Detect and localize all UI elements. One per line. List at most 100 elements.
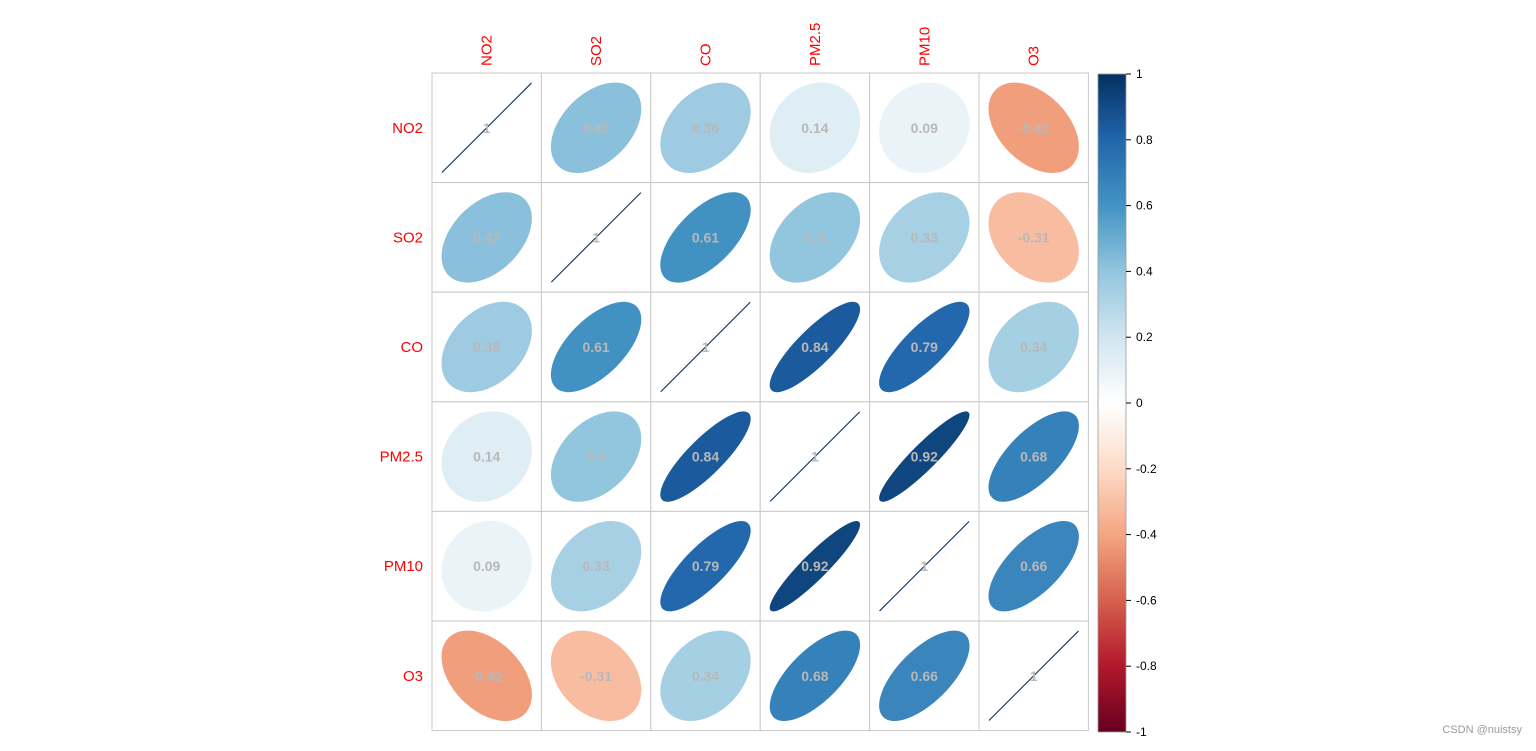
- correlation-ellipse: [879, 521, 970, 612]
- correlation-ellipse: [441, 82, 532, 173]
- correlation-ellipse: [879, 301, 970, 393]
- correlation-ellipse: [441, 521, 532, 612]
- correlation-ellipse: [988, 82, 1079, 174]
- row-label: SO2: [393, 229, 423, 246]
- correlation-ellipse: [660, 411, 751, 502]
- correlation-ellipse: [879, 630, 970, 722]
- colorbar-tick-label: -0.4: [1136, 528, 1157, 542]
- correlation-coefficient: 0.79: [911, 339, 938, 355]
- matrix-cells: 1 0.42 0.36 0.14 0.09 -0.42 0.42 1 0.61 0.4 0.33 -0…: [431, 72, 1089, 732]
- correlation-coefficient: 0.84: [692, 449, 719, 465]
- correlation-coefficient: 0.33: [911, 229, 938, 245]
- correlation-ellipse: [879, 192, 970, 283]
- correlation-ellipse: [660, 192, 751, 283]
- correlation-ellipse: [879, 411, 970, 502]
- correlation-coefficient: 0.36: [692, 120, 719, 136]
- correlation-coefficient: -0.31: [580, 668, 612, 684]
- correlation-coefficient: 0.66: [1020, 558, 1047, 574]
- correlation-coefficient: 0.14: [801, 120, 828, 136]
- colorbar: 1 0.8 0.6 0.4 0.2 0 -0.2 -0.4 -0.6 -0.8 -1: [1097, 67, 1157, 739]
- correlation-ellipse: [441, 301, 532, 393]
- column-label: PM10: [916, 27, 933, 66]
- correlation-coefficient: 0.61: [582, 339, 609, 355]
- correlation-ellipse: [769, 630, 861, 721]
- correlation-ellipse: [550, 301, 642, 393]
- correlation-coefficient: 0.66: [911, 668, 938, 684]
- correlation-ellipse: [550, 192, 642, 283]
- column-labels: NO2 SO2 CO PM2.5 PM10 O3: [479, 23, 1043, 66]
- correlation-coefficient: 0.09: [473, 558, 500, 574]
- correlation-coefficient: 0.33: [582, 558, 609, 574]
- correlation-ellipse: [550, 630, 642, 721]
- colorbar-tick-label: 0.2: [1136, 330, 1153, 344]
- correlation-ellipse: [769, 301, 861, 393]
- correlation-ellipse: [988, 521, 1079, 612]
- row-label: O3: [403, 668, 423, 685]
- correlation-ellipse: [660, 630, 751, 721]
- row-label: PM2.5: [380, 449, 423, 466]
- column-label: O3: [1026, 46, 1043, 66]
- correlation-coefficient: 0.79: [692, 558, 719, 574]
- correlation-coefficient: 0.09: [911, 120, 938, 136]
- colorbar-tick-label: 0.6: [1136, 199, 1153, 213]
- column-label: SO2: [588, 36, 605, 66]
- correlation-ellipse: [550, 411, 642, 502]
- correlation-coefficient: 0.4: [805, 229, 825, 245]
- correlation-coefficient: 0.84: [801, 339, 828, 355]
- column-label: CO: [698, 44, 715, 67]
- correlation-ellipse: [550, 521, 642, 612]
- correlation-ellipse: [769, 521, 861, 612]
- correlation-coefficient: 0.36: [473, 339, 500, 355]
- colorbar-tick-label: 0.8: [1136, 133, 1153, 147]
- row-label: NO2: [392, 120, 423, 137]
- colorbar-tick-label: -1: [1136, 725, 1147, 739]
- correlation-ellipse: [550, 82, 642, 173]
- correlation-coefficient: -0.42: [1018, 120, 1050, 136]
- correlation-ellipse: [988, 630, 1079, 721]
- correlation-coefficient: 0.4: [586, 449, 606, 465]
- correlation-ellipse: [441, 411, 532, 502]
- correlation-coefficient: 0.92: [801, 558, 828, 574]
- correlation-coefficient: 1: [920, 558, 928, 574]
- correlation-ellipse: [441, 192, 532, 283]
- correlation-ellipse: [988, 411, 1079, 502]
- correlation-coefficient: 0.14: [473, 449, 500, 465]
- correlation-coefficient: 1: [592, 229, 600, 245]
- row-labels: NO2 SO2 CO PM2.5 PM10 O3: [380, 120, 423, 685]
- correlation-coefficient: 0.61: [692, 229, 719, 245]
- column-label: NO2: [479, 35, 496, 66]
- correlation-coefficient: 0.68: [1020, 449, 1047, 465]
- watermark: CSDN @nuistsy: [1442, 724, 1522, 736]
- correlation-coefficient: -0.31: [1018, 229, 1050, 245]
- correlation-coefficient: 1: [483, 120, 491, 136]
- correlation-coefficient: 0.42: [473, 229, 500, 245]
- correlation-ellipse: [769, 192, 861, 283]
- correlation-coefficient: 0.42: [582, 120, 609, 136]
- correlation-ellipse: [769, 411, 861, 502]
- correlation-ellipse: [660, 521, 751, 612]
- correlation-coefficient: -0.42: [471, 668, 503, 684]
- correlation-coefficient: 1: [702, 339, 710, 355]
- correlation-ellipse: [441, 630, 532, 722]
- colorbar-tick-label: 0.4: [1136, 264, 1153, 278]
- row-label: PM10: [384, 558, 423, 575]
- correlation-ellipse: [660, 301, 751, 393]
- correlation-ellipse: [988, 192, 1079, 283]
- correlation-coefficient: 1: [1030, 668, 1038, 684]
- colorbar-tick-label: -0.8: [1136, 659, 1157, 673]
- colorbar-gradient: [1097, 73, 1127, 733]
- column-label: PM2.5: [807, 23, 824, 66]
- colorbar-tick-label: 0: [1136, 396, 1143, 410]
- colorbar-tick-label: -0.6: [1136, 593, 1157, 607]
- correlation-coefficient: 0.34: [692, 668, 719, 684]
- correlation-coefficient: 1: [811, 449, 819, 465]
- colorbar-tick-label: -0.2: [1136, 462, 1157, 476]
- correlation-ellipse: [988, 301, 1079, 393]
- correlation-coefficient: 0.92: [911, 449, 938, 465]
- correlation-ellipse: [660, 82, 751, 173]
- correlation-ellipse: [879, 82, 970, 174]
- correlation-coefficient: 0.68: [801, 668, 828, 684]
- correlation-coefficient: 0.34: [1020, 339, 1047, 355]
